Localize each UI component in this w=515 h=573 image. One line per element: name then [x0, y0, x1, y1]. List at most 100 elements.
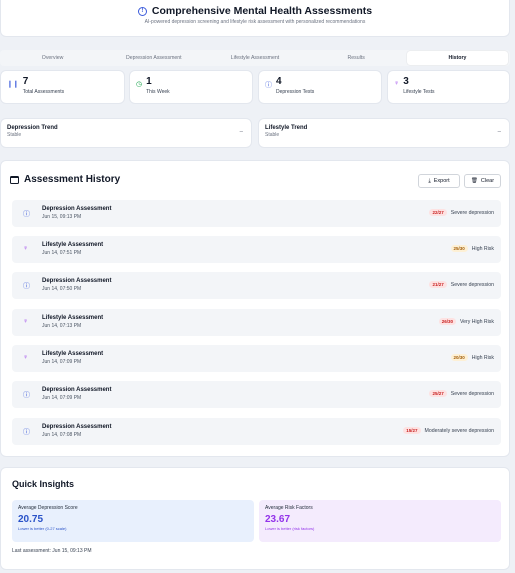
trend-title: Lifestyle Trend — [265, 125, 308, 131]
avg-depression-score-box: Average Depression Score 20.75 Lower is … — [12, 500, 254, 542]
stat-this-week: ◷ 1 This Week — [129, 70, 253, 104]
row-result: 25/30 High Risk — [450, 245, 494, 252]
severity-label: Severe depression — [450, 209, 494, 216]
history-row[interactable]: ♀ Lifestyle Assessment Jun 14, 07:09 PM … — [12, 345, 501, 372]
row-date: Jun 14, 07:13 PM — [42, 323, 82, 329]
row-type: Lifestyle Assessment — [42, 315, 104, 321]
row-date: Jun 14, 07:09 PM — [42, 395, 82, 401]
clear-button[interactable]: 🗑 Clear — [464, 174, 501, 188]
score-badge: 26/30 — [438, 318, 456, 325]
trend-status: Stable — [265, 132, 280, 138]
tab-results[interactable]: Results — [347, 55, 365, 61]
person-icon: ♀ — [23, 354, 29, 361]
score-badge: 25/30 — [450, 245, 468, 252]
severity-label: Severe depression — [450, 281, 494, 288]
clock-icon: ◷ — [136, 81, 143, 88]
brain-icon: ! — [137, 6, 147, 16]
insight-value: 23.67 — [265, 514, 291, 525]
row-result: 22/27 Severe depression — [429, 209, 494, 216]
last-assessment-text: Last assessment: Jun 15, 09:13 PM — [12, 548, 92, 554]
export-label: Export — [433, 178, 450, 184]
stat-total-assessments: ❙❙ 7 Total Assessments — [0, 70, 125, 104]
row-type: Lifestyle Assessment — [42, 242, 104, 248]
brain-icon: ⓘ — [23, 211, 30, 218]
history-row[interactable]: ⓘ Depression Assessment Jun 14, 07:09 PM… — [12, 381, 501, 408]
tab-overview[interactable]: Overview — [41, 55, 64, 61]
insight-note: Lower is better (0-27 scale) — [18, 526, 67, 531]
chart-icon: ❙❙ — [7, 81, 19, 88]
score-badge: 20/30 — [450, 354, 468, 361]
score-badge: 22/27 — [429, 209, 447, 216]
row-type: Depression Assessment — [42, 387, 112, 393]
history-row[interactable]: ♀ Lifestyle Assessment Jun 14, 07:13 PM … — [12, 309, 501, 336]
stat-value: 3 — [403, 76, 409, 87]
assessment-history-card: Assessment History ⤓ Export 🗑 Clear ⓘ De… — [0, 160, 510, 457]
page-subtitle: AI-powered depression screening and life… — [144, 19, 366, 25]
stat-label: Depression Tests — [276, 89, 315, 95]
stat-lifestyle-tests: ♀ 3 Lifestyle Tests — [387, 70, 510, 104]
avg-risk-factors-box: Average Risk Factors 23.67 Lower is bett… — [259, 500, 501, 542]
tab-history[interactable]: History — [406, 51, 509, 65]
row-date: Jun 14, 07:50 PM — [42, 286, 82, 292]
page-header: ! Comprehensive Mental Health Assessment… — [0, 0, 510, 37]
tab-lifestyle-assessment[interactable]: Lifestyle Assessment — [230, 55, 280, 61]
brain-icon: ⓘ — [23, 429, 30, 436]
row-date: Jun 14, 07:51 PM — [42, 250, 82, 256]
stat-value: 4 — [276, 76, 282, 87]
history-row[interactable]: ⓘ Depression Assessment Jun 14, 07:50 PM… — [12, 272, 501, 299]
export-button[interactable]: ⤓ Export — [418, 174, 460, 188]
stat-value: 1 — [146, 76, 152, 87]
history-heading: Assessment History — [10, 174, 120, 185]
quick-insights-card: Quick Insights Average Depression Score … — [0, 467, 510, 570]
row-type: Depression Assessment — [42, 206, 112, 212]
history-row[interactable]: ⓘ Depression Assessment Jun 14, 07:08 PM… — [12, 418, 501, 445]
stat-depression-tests: ⓘ 4 Depression Tests — [258, 70, 382, 104]
trend-status: Stable — [7, 132, 22, 138]
stat-value: 7 — [22, 76, 29, 87]
clear-label: Clear — [480, 178, 495, 184]
lifestyle-trend-card: Lifestyle Trend Stable – — [258, 118, 510, 148]
row-result: 15/27 Moderately severe depression — [403, 427, 494, 434]
row-date: Jun 14, 07:09 PM — [42, 359, 82, 365]
history-row[interactable]: ⓘ Depression Assessment Jun 15, 09:13 PM… — [12, 200, 501, 227]
brain-icon: ⓘ — [23, 283, 30, 290]
calendar-icon — [10, 175, 19, 184]
insights-title: Quick Insights — [12, 479, 75, 489]
stat-label: Total Assessments — [22, 89, 65, 95]
trend-stable-icon: – — [497, 129, 501, 135]
history-row[interactable]: ♀ Lifestyle Assessment Jun 14, 07:51 PM … — [12, 236, 501, 263]
row-type: Lifestyle Assessment — [42, 351, 104, 357]
insight-value: 20.75 — [18, 514, 44, 525]
row-type: Depression Assessment — [42, 424, 112, 430]
page-title-row: ! Comprehensive Mental Health Assessment… — [1, 5, 509, 17]
download-icon: ⤓ — [428, 177, 431, 184]
severity-label: Severe depression — [450, 390, 494, 397]
severity-label: Moderately severe depression — [424, 427, 495, 434]
row-type: Depression Assessment — [42, 278, 112, 284]
trash-icon: 🗑 — [470, 178, 478, 184]
stat-label: This Week — [146, 89, 170, 95]
severity-label: High Risk — [471, 245, 494, 252]
score-badge: 21/27 — [429, 281, 447, 288]
trend-title: Depression Trend — [7, 125, 58, 131]
stat-label: Lifestyle Tests — [403, 89, 435, 95]
depression-trend-card: Depression Trend Stable – — [0, 118, 252, 148]
trend-stable-icon: – — [239, 129, 243, 135]
person-icon: ♀ — [394, 80, 400, 87]
row-result: 26/30 Very High Risk — [438, 318, 494, 325]
row-date: Jun 15, 09:13 PM — [42, 214, 82, 220]
person-icon: ♀ — [23, 318, 29, 325]
row-date: Jun 14, 07:08 PM — [42, 432, 82, 438]
insight-label: Average Depression Score — [18, 505, 78, 511]
tab-bar: Overview Depression Assessment Lifestyle… — [0, 50, 510, 66]
page-title: Comprehensive Mental Health Assessments — [151, 5, 373, 17]
score-badge: 25/27 — [429, 390, 447, 397]
row-result: 21/27 Severe depression — [429, 281, 494, 288]
row-result: 25/27 Severe depression — [429, 390, 494, 397]
severity-label: Very High Risk — [459, 318, 494, 325]
tab-depression-assessment[interactable]: Depression Assessment — [125, 55, 182, 61]
insight-label: Average Risk Factors — [265, 505, 313, 511]
brain-icon: ⓘ — [265, 82, 272, 89]
score-badge: 15/27 — [403, 427, 421, 434]
brain-icon: ⓘ — [23, 392, 30, 399]
